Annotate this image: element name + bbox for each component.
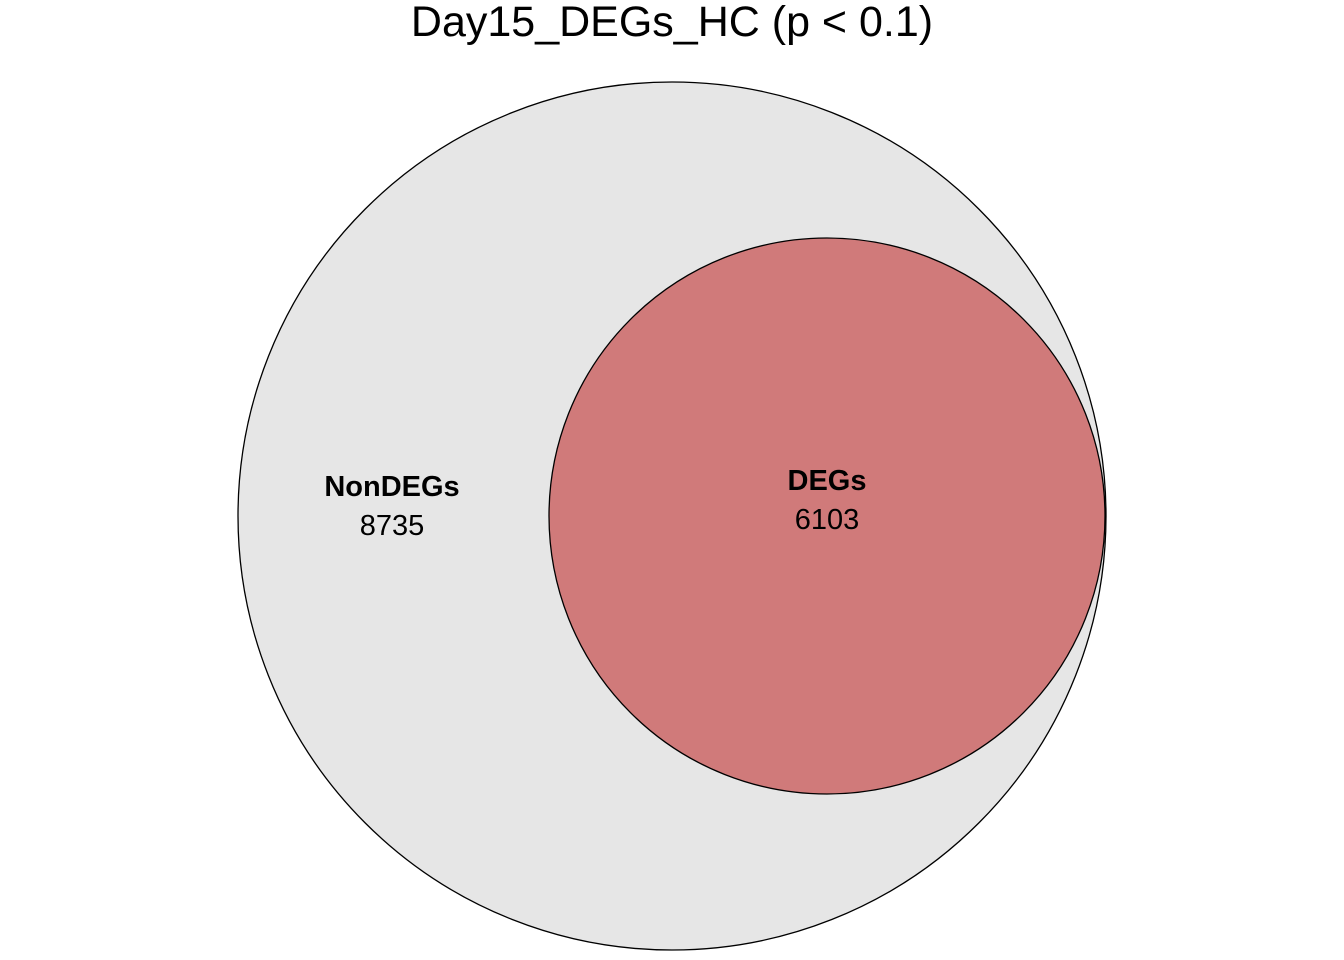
nondegs-label: NonDEGs [324,471,459,503]
chart-title: Day15_DEGs_HC (p < 0.1) [411,0,933,46]
degs-label: DEGs [788,465,867,497]
degs-circle [548,237,1106,795]
nondegs-count: 8735 [360,510,425,542]
degs-count: 6103 [795,504,860,536]
